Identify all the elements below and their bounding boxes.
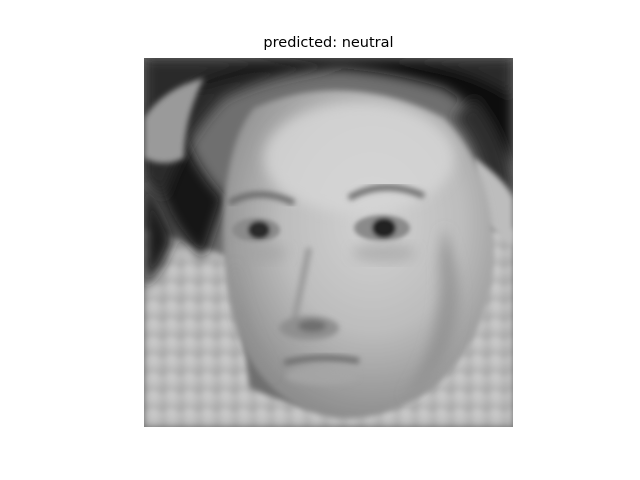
face-portrait-image: [144, 58, 513, 427]
figure-title: predicted: neutral: [263, 35, 394, 51]
image-axes: [144, 58, 513, 427]
